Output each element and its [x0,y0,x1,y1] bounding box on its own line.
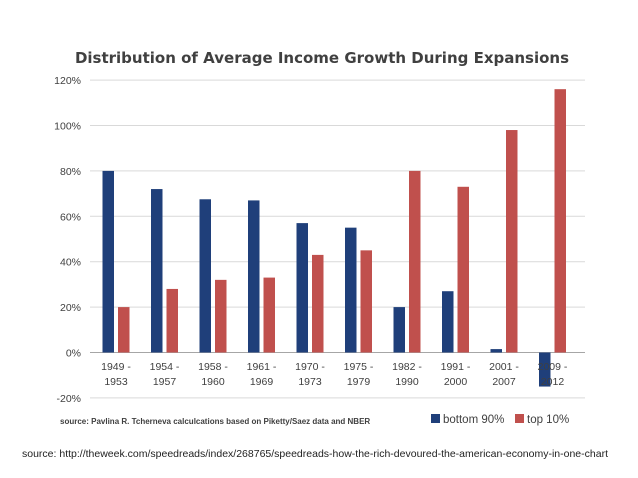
x-category-label: 2007 [492,376,516,388]
x-category-label: 1991 - [441,361,471,373]
image-source-caption: source: http://theweek.com/speedreads/in… [22,448,608,460]
bar-bottom-90 [102,170,114,353]
x-category-label: 1970 - [295,361,325,373]
bar-bottom-90 [442,291,454,353]
x-category-label: 1982 - [392,361,422,373]
bar-bottom-90 [490,349,502,353]
legend-swatch-top-10 [515,414,524,423]
bar-top-10 [166,288,178,353]
bar-top-10 [506,130,518,353]
bar-bottom-90 [539,352,551,387]
bar-bottom-90 [296,223,308,353]
y-tick-label: 0% [66,348,81,360]
legend: bottom 90% top 10% [431,414,569,426]
bar-bottom-90 [151,189,163,353]
bar-top-10 [215,279,227,353]
x-category-label: 1990 [395,376,419,388]
x-axis-category-labels: 1949 - 1953 1954 - 1957 1958 - 1960 1961 - 1969… [101,361,568,388]
legend-swatch-bottom-90 [431,414,440,423]
bar-top-10 [312,254,324,353]
x-category-label: 1960 [201,376,225,388]
bar-top-10 [554,89,566,353]
x-category-label: 1953 [104,376,128,388]
x-category-label: 1975 - [344,361,374,373]
x-category-label: 1958 - [198,361,228,373]
x-category-label: 2001 - [489,361,519,373]
bar-bottom-90 [248,200,260,353]
y-tick-label: 80% [60,166,81,178]
y-tick-label: 100% [54,121,81,133]
bar-top-10 [360,250,372,353]
bar-top-10 [118,307,130,353]
x-category-label: 1973 [298,376,322,388]
legend-label-top-10: top 10% [527,414,569,426]
x-category-label: 2012 [541,376,565,388]
y-tick-label: 20% [60,302,81,314]
bar-top-10 [409,170,421,353]
x-category-label: 1954 - [150,361,180,373]
x-category-label: 1961 - [247,361,277,373]
x-category-label: 2009 - [538,361,568,373]
bar-top-10 [457,186,469,353]
bar-bottom-90 [345,227,357,353]
bar-top-10 [263,277,275,353]
y-tick-label: -20% [56,393,81,405]
bar-bottom-90 [393,307,405,353]
bar-bottom-90 [199,199,211,353]
y-tick-label: 40% [60,257,81,269]
x-category-label: 2000 [444,376,468,388]
legend-label-bottom-90: bottom 90% [443,414,504,426]
y-tick-label: 120% [54,75,81,87]
x-category-label: 1949 - [101,361,131,373]
x-category-label: 1969 [250,376,274,388]
x-category-label: 1957 [153,376,177,388]
y-tick-label: 60% [60,211,81,223]
x-category-label: 1979 [347,376,371,388]
chart-title: Distribution of Average Income Growth Du… [75,49,569,67]
y-axis-tick-labels: -20% 0% 20% 40% 60% 80% 100% 120% [54,75,81,405]
bars [102,89,566,387]
chart-source-note: source: Pavlina R. Tcherneva calculcatio… [60,417,370,426]
